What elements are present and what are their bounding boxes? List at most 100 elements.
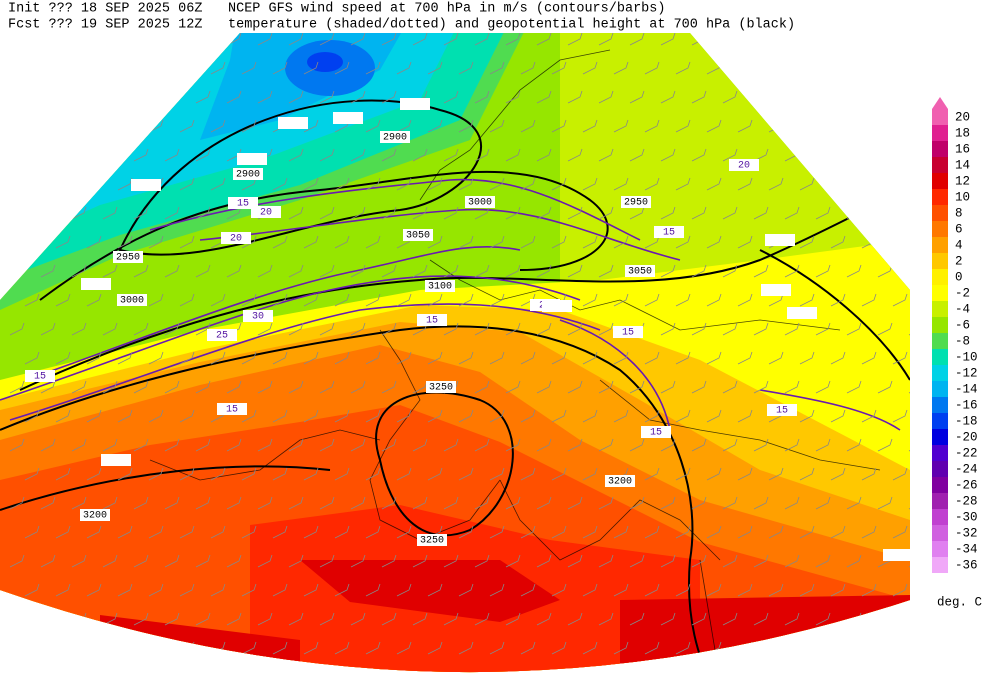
- wind-barb: [489, 409, 505, 423]
- wind-barb: [706, 525, 722, 539]
- colorbar-swatch: [932, 397, 948, 413]
- wind-barb: [768, 177, 784, 191]
- contour-label: 15: [34, 372, 46, 383]
- wind-barb: [381, 90, 397, 104]
- wind-barb: [830, 177, 846, 191]
- wind-barb: [40, 612, 56, 626]
- wind-barb: [551, 177, 567, 191]
- wind-barb: [86, 525, 102, 539]
- wind-barb: [443, 554, 459, 568]
- wind-barb: [179, 525, 195, 539]
- wind-barb: [784, 90, 800, 104]
- wind-barb: [179, 119, 195, 133]
- wind-barb: [319, 206, 335, 220]
- wind-barb: [737, 583, 753, 597]
- wind-barb: [427, 641, 443, 655]
- wind-barb: [179, 641, 195, 655]
- wind-barb: [443, 612, 459, 626]
- colorbar-label: -14: [955, 382, 978, 396]
- wind-barb: [117, 119, 133, 133]
- wind-barb: [505, 554, 521, 568]
- wind-barb: [40, 438, 56, 452]
- wind-barb: [381, 438, 397, 452]
- wind-barb: [272, 351, 288, 365]
- contour-label: 3000: [120, 296, 144, 307]
- wind-barb: [567, 90, 583, 104]
- wind-barb: [877, 612, 893, 626]
- wind-barb: [40, 33, 56, 46]
- wind-barb: [257, 90, 273, 104]
- wind-barb: [737, 467, 753, 481]
- wind-barb: [474, 33, 490, 46]
- wind-barb: [691, 206, 707, 220]
- wind-barb: [629, 496, 645, 510]
- wind-barb: [86, 235, 102, 249]
- wind-barb: [334, 293, 350, 307]
- wind-barb: [102, 148, 118, 162]
- wind-barb: [598, 33, 614, 46]
- wind-barb: [117, 525, 133, 539]
- wind-barb: [381, 264, 397, 278]
- wind-barb: [272, 641, 288, 655]
- colorbar-swatch: [932, 173, 948, 189]
- wind-barb: [396, 467, 412, 481]
- wind-barb: [691, 438, 707, 452]
- wind-barb: [629, 380, 645, 394]
- wind-barb: [427, 409, 443, 423]
- wind-barb: [505, 496, 521, 510]
- wind-barb: [164, 90, 180, 104]
- wind-barb: [71, 206, 87, 220]
- wind-barb: [443, 148, 459, 162]
- wind-barb: [71, 148, 87, 162]
- wind-barb: [489, 351, 505, 365]
- wind-barb: [210, 583, 226, 597]
- wind-barb: [846, 264, 862, 278]
- wind-barb: [861, 409, 877, 423]
- wind-barb: [799, 177, 815, 191]
- wind-barb: [412, 206, 428, 220]
- wind-barb: [24, 641, 40, 655]
- colorbar-label: 8: [955, 206, 963, 220]
- wind-barb: [288, 496, 304, 510]
- wind-barb: [365, 467, 381, 481]
- wind-barb: [195, 206, 211, 220]
- wind-barb: [241, 583, 257, 597]
- wind-barb: [737, 351, 753, 365]
- wind-barb: [427, 119, 443, 133]
- colorbar-swatch: [932, 381, 948, 397]
- wind-barb: [582, 61, 598, 75]
- wind-barb: [675, 467, 691, 481]
- wind-barb: [303, 409, 319, 423]
- contour-label: 15: [622, 328, 634, 339]
- label-box: [621, 196, 651, 208]
- wind-barb: [753, 496, 769, 510]
- wind-barb: [257, 612, 273, 626]
- contour-label: 2900: [383, 133, 407, 144]
- wind-barb: [768, 351, 784, 365]
- wind-barb: [551, 583, 567, 597]
- wind-barb: [288, 380, 304, 394]
- wind-barb: [892, 293, 908, 307]
- wind-barb: [257, 264, 273, 278]
- wind-barb: [505, 33, 521, 46]
- wind-barb: [195, 612, 211, 626]
- wind-barb: [505, 438, 521, 452]
- wind-barb: [660, 612, 676, 626]
- wind-barb: [55, 583, 71, 597]
- wind-barb: [691, 380, 707, 394]
- colorbar-swatch: [932, 365, 948, 381]
- colorbar-swatch: [932, 317, 948, 333]
- contour-label: 15: [237, 199, 249, 210]
- wind-barb: [412, 438, 428, 452]
- wind-barb: [660, 322, 676, 336]
- wind-barb: [815, 148, 831, 162]
- wind-barb: [846, 554, 862, 568]
- wind-barb: [71, 322, 87, 336]
- wind-barb: [846, 148, 862, 162]
- wind-barb: [722, 554, 738, 568]
- contour-label: -12: [339, 114, 357, 125]
- colorbar-swatch: [932, 125, 948, 141]
- contour-label: 15: [226, 405, 238, 416]
- wind-barb: [443, 33, 459, 46]
- contour-label: 8: [113, 456, 119, 467]
